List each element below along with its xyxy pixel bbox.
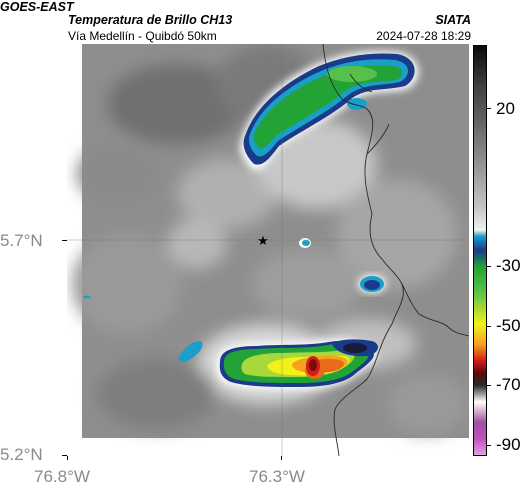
y-tick-label: 5.2°N [0,445,43,464]
map-canvas: ★ [67,44,469,456]
x-tick-label: 76.3°W [249,467,305,486]
colorbar-label: -50 [496,316,521,335]
cold-cloud-south [216,338,379,389]
timestamp-label: 2024-07-28 18:29 [376,29,471,43]
organization-label: SIATA [435,13,471,27]
grid-lines [67,44,469,456]
cold-cloud-north [240,51,419,171]
x-tick-label: 76.8°W [34,467,90,486]
colorbar [473,45,487,456]
location-marker-icon: ★ [257,234,269,249]
y-tick-label: 5.7°N [0,231,43,250]
colorbar-label: -90 [496,435,521,454]
product-title: Temperatura de Brillo CH13 [68,13,233,27]
coastline-borders [322,44,469,456]
colorbar-label: -70 [496,375,521,394]
satellite-title: GOES-EAST [0,0,74,14]
colorbar-label: 20 [496,99,515,118]
satellite-map[interactable]: ★ [67,44,469,456]
region-subtitle: Vía Medellín - Quibdó 50km [68,29,217,43]
colorbar-label: -30 [496,256,521,275]
